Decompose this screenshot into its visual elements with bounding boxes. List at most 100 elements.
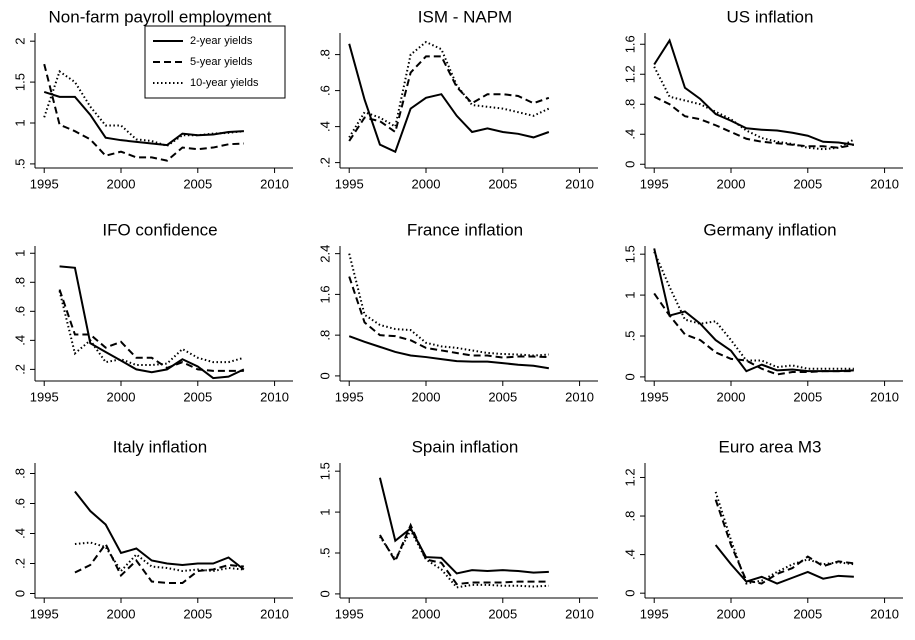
panel-title: ISM - NAPM (418, 7, 512, 26)
y-tick-label: 1.5 (317, 462, 332, 480)
panel-title: Euro area M3 (719, 437, 822, 456)
x-tick-label: 2010 (565, 389, 594, 404)
x-tick-label: 2010 (565, 176, 594, 191)
y-tick-label: 1 (622, 291, 637, 298)
y-tick-label: .8 (12, 277, 27, 288)
x-tick-label: 2010 (260, 389, 289, 404)
y-tick-label: .4 (622, 549, 637, 560)
series-line (59, 265, 245, 380)
panel: Non-farm payroll employment .5 1 1.5 2 1995 20… (12, 7, 293, 191)
x-tick-label: 2000 (107, 176, 136, 191)
panel-title: US inflation (727, 7, 814, 26)
x-tick-label: 2005 (183, 176, 212, 191)
x-tick-label: 2000 (412, 176, 441, 191)
y-tick-label: 0 (622, 373, 637, 380)
panel: Spain inflation 0 .5 1 1.5 1995 2000 2005 2010 (317, 437, 598, 621)
x-tick-label: 2005 (793, 389, 822, 404)
series-line (653, 292, 854, 376)
x-tick-label: 2010 (260, 176, 289, 191)
x-tick-label: 2005 (793, 176, 822, 191)
y-tick-label: 1.2 (622, 468, 637, 486)
panel: Italy inflation 0 .2 .4 .6 .8 1995 2000 2005 2010 (12, 437, 293, 621)
x-tick-label: 1995 (30, 176, 59, 191)
y-tick-label: .2 (12, 558, 27, 569)
y-tick-label: .6 (12, 498, 27, 509)
y-tick-label: .4 (622, 129, 637, 140)
panel-title: Non-farm payroll employment (49, 7, 272, 26)
y-tick-label: .5 (317, 548, 332, 559)
x-tick-label: 2005 (488, 176, 517, 191)
y-tick-label: .8 (622, 99, 637, 110)
series-line (43, 69, 244, 148)
panel-title: France inflation (407, 220, 523, 239)
legend-label: 10-year yields (190, 77, 259, 89)
y-tick-label: 1 (317, 508, 332, 515)
legend-label: 5-year yields (190, 56, 253, 68)
series-line (714, 544, 854, 585)
y-tick-label: .4 (12, 528, 27, 539)
y-tick-label: .8 (317, 49, 332, 60)
y-tick-label: 1.2 (622, 65, 637, 83)
y-tick-label: .4 (317, 121, 332, 132)
series-line (348, 43, 550, 154)
panel: Euro area M3 0 .4 .8 1.2 1995 2000 2005 2010 (622, 437, 903, 621)
y-tick-label: 1.5 (12, 73, 27, 91)
series-line (378, 477, 549, 575)
x-tick-label: 2010 (565, 606, 594, 621)
x-tick-label: 1995 (640, 606, 669, 621)
panel: US inflation 0 .4 .8 1.2 1.6 1995 2000 2005 2010 (622, 7, 903, 191)
x-tick-label: 1995 (640, 176, 669, 191)
x-tick-label: 2000 (717, 176, 746, 191)
y-tick-label: 2 (12, 38, 27, 45)
y-tick-label: .5 (622, 331, 637, 342)
series-line (379, 527, 549, 589)
series-line (653, 38, 855, 146)
x-tick-label: 2000 (107, 389, 136, 404)
y-tick-label: 2.4 (317, 245, 332, 263)
y-tick-label: 1.6 (317, 285, 332, 303)
y-tick-label: .6 (12, 306, 27, 317)
y-tick-label: .8 (622, 511, 637, 522)
series-line (653, 251, 854, 370)
x-tick-label: 1995 (335, 389, 364, 404)
y-tick-label: .6 (317, 85, 332, 96)
x-tick-label: 1995 (30, 606, 59, 621)
y-tick-label: .2 (12, 364, 27, 375)
series-line (74, 541, 244, 573)
x-tick-label: 2000 (412, 389, 441, 404)
series-line (348, 276, 549, 359)
y-tick-label: 1 (12, 119, 27, 126)
series-line (653, 248, 854, 373)
panel: IFO confidence .2 .4 .6 .8 1 1995 2000 2005 2010 (12, 220, 293, 404)
panel-title: Italy inflation (113, 437, 208, 456)
x-tick-label: 1995 (30, 389, 59, 404)
y-tick-label: 1 (12, 250, 27, 257)
panel-title: Germany inflation (703, 220, 836, 239)
series-line (653, 66, 855, 151)
x-tick-label: 2005 (183, 389, 212, 404)
x-tick-label: 1995 (335, 606, 364, 621)
x-tick-label: 1995 (640, 389, 669, 404)
y-tick-label: 1.6 (622, 35, 637, 53)
series-line (653, 95, 855, 149)
series-line (714, 499, 854, 585)
y-tick-label: 0 (622, 161, 637, 168)
x-tick-label: 2000 (717, 606, 746, 621)
series-line (348, 253, 549, 357)
y-tick-label: .5 (12, 158, 27, 169)
panel-title: IFO confidence (102, 220, 217, 239)
series-line (43, 63, 244, 162)
series-line (348, 335, 550, 370)
panel-title: Spain inflation (412, 437, 519, 456)
legend: 2-year yields 5-year yields 10-year yields (144, 25, 286, 99)
y-tick-label: .2 (317, 157, 332, 168)
series-line (58, 289, 244, 372)
y-tick-label: 0 (317, 590, 332, 597)
series-line (74, 490, 245, 571)
series-line (348, 55, 550, 142)
x-tick-label: 2000 (717, 389, 746, 404)
x-tick-label: 2010 (870, 389, 899, 404)
x-tick-label: 2010 (870, 606, 899, 621)
y-tick-label: 0 (317, 372, 332, 379)
x-tick-label: 2000 (107, 606, 136, 621)
